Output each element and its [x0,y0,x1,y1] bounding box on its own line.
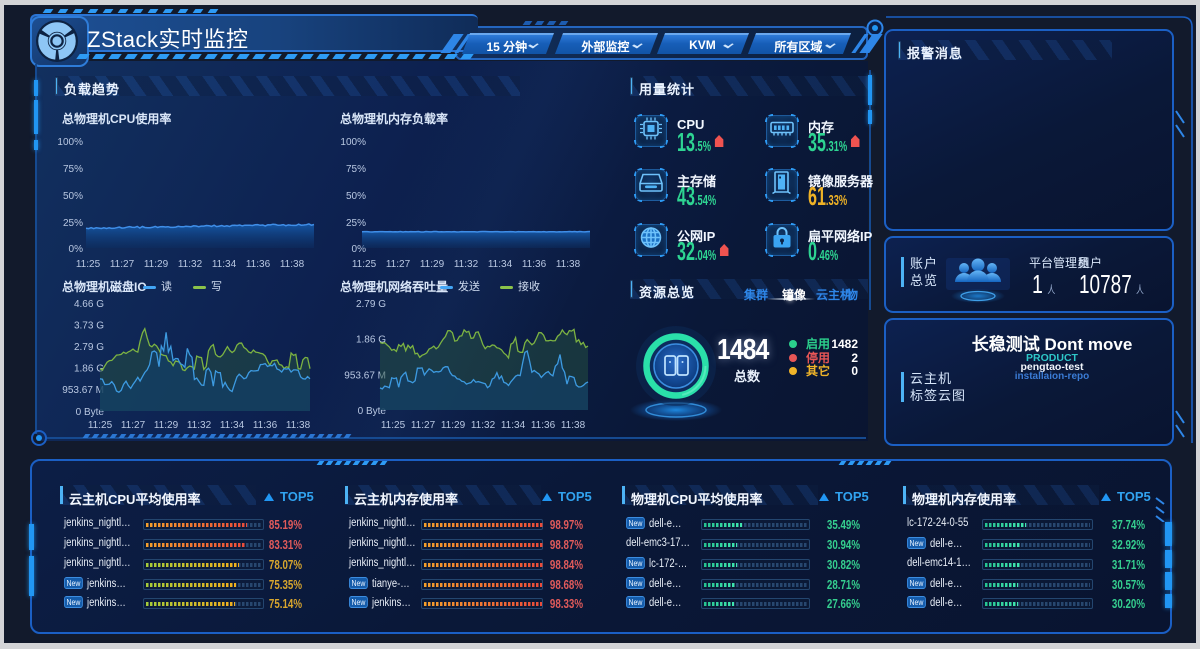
svg-text:50%: 50% [346,191,366,202]
svg-text:11:34: 11:34 [488,259,513,270]
svg-text:11:29: 11:29 [441,420,466,431]
svg-text:11:34: 11:34 [501,420,526,431]
svg-text:3.73 G: 3.73 G [74,321,104,332]
svg-text:75%: 75% [346,164,366,175]
svg-text:11:38: 11:38 [561,420,586,431]
svg-text:75%: 75% [63,164,83,175]
svg-text:0 Byte: 0 Byte [76,407,105,418]
svg-text:11:27: 11:27 [386,259,411,270]
svg-text:100%: 100% [340,137,366,148]
svg-text:11:29: 11:29 [420,259,445,270]
svg-text:25%: 25% [346,218,366,229]
svg-text:11:27: 11:27 [110,259,135,270]
svg-text:11:25: 11:25 [352,259,377,270]
svg-text:0%: 0% [352,244,367,255]
svg-text:953.67 M: 953.67 M [62,385,104,396]
svg-text:11:32: 11:32 [178,259,203,270]
svg-text:11:29: 11:29 [154,420,179,431]
svg-text:11:25: 11:25 [88,420,113,431]
svg-text:11:32: 11:32 [454,259,479,270]
svg-text:50%: 50% [63,191,83,202]
svg-text:11:34: 11:34 [220,420,245,431]
svg-text:25%: 25% [63,218,83,229]
svg-text:11:27: 11:27 [411,420,436,431]
svg-text:100%: 100% [57,137,83,148]
svg-text:11:34: 11:34 [212,259,237,270]
svg-text:11:27: 11:27 [121,420,146,431]
svg-text:11:38: 11:38 [556,259,581,270]
svg-text:1.86 G: 1.86 G [356,335,386,346]
svg-text:11:36: 11:36 [246,259,271,270]
svg-text:11:32: 11:32 [187,420,212,431]
svg-text:2.79 G: 2.79 G [74,342,104,353]
svg-text:11:36: 11:36 [253,420,278,431]
svg-text:1.86 G: 1.86 G [74,364,104,375]
svg-text:11:25: 11:25 [76,259,101,270]
svg-text:4.66 G: 4.66 G [74,299,104,310]
svg-text:11:25: 11:25 [381,420,406,431]
svg-text:11:29: 11:29 [144,259,169,270]
svg-text:2.79 G: 2.79 G [356,299,386,310]
svg-text:11:38: 11:38 [286,420,311,431]
svg-text:11:38: 11:38 [280,259,305,270]
svg-text:0%: 0% [69,244,84,255]
svg-text:0 Byte: 0 Byte [358,406,387,417]
svg-text:11:32: 11:32 [471,420,496,431]
svg-text:11:36: 11:36 [531,420,556,431]
svg-text:11:36: 11:36 [522,259,547,270]
svg-text:953.67 M: 953.67 M [344,370,386,381]
